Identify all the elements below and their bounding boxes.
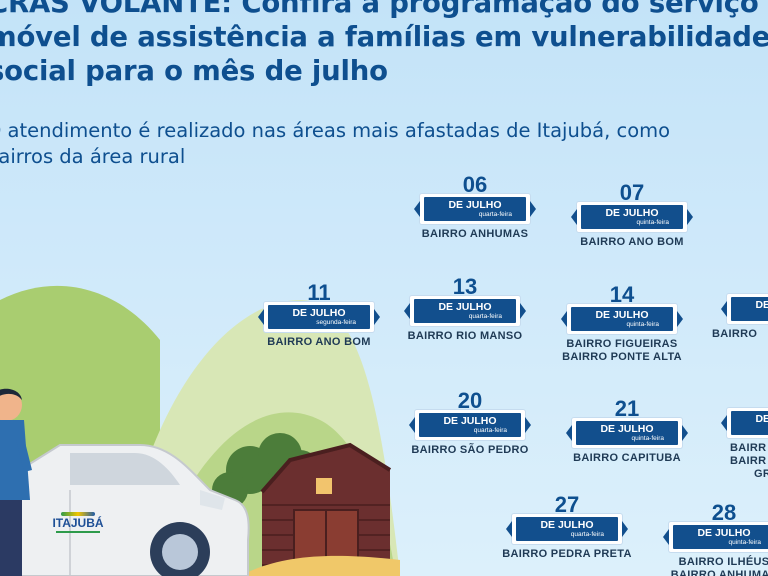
schedule-card: 07 DE JULHO quinta-feira BAIRRO ANO BOM xyxy=(562,182,702,264)
tree-cluster xyxy=(212,433,320,508)
schedule-place: BAIRRO PEDRA PRETA xyxy=(502,548,632,560)
title-line: social para o mês de julho xyxy=(0,55,388,87)
schedule-place: BAIRRO RIO MANSO xyxy=(407,330,523,342)
subtitle-line: O atendimento é realizado nas áreas mais… xyxy=(0,119,671,142)
schedule-day: 14 xyxy=(609,282,635,307)
schedule-place: BAIRRO xyxy=(712,328,758,340)
schedule-month: DE JULHO xyxy=(600,423,654,435)
schedule-place: BAIRRO FIGUEIRAS BAIRRO PONTE ALTA xyxy=(562,338,682,363)
schedule-card: 20 DE JULHO quarta-feira BAIRRO SÃO PEDRO xyxy=(400,390,540,472)
subtitle-line: bairros da área rural xyxy=(0,145,186,168)
schedule-card: 06 DE JULHO quarta-feira BAIRRO ANHUMAS xyxy=(405,174,545,256)
schedule-month: DE JULHO xyxy=(443,415,497,427)
schedule-weekday: quarta-feira xyxy=(570,531,604,538)
cloud-icon xyxy=(218,386,290,414)
hill-mid xyxy=(150,412,395,576)
schedule-day: 13 xyxy=(452,274,478,299)
schedule-month: DE JULHO xyxy=(755,299,768,311)
schedule-month: DE JULHO xyxy=(438,301,492,313)
schedule-day: 06 xyxy=(462,172,488,197)
schedule-day: 27 xyxy=(554,492,580,517)
date-ribbon: DE JULHO quinta-feira xyxy=(571,202,693,232)
schedule-weekday: quinta-feira xyxy=(728,539,761,546)
title-line: CRAS VOLANTE: Confira a programação do s… xyxy=(0,0,759,19)
schedule-day: 11 xyxy=(307,280,331,305)
schedule-weekday: quarta-feira xyxy=(468,313,502,320)
schedule-month: DE JULHO xyxy=(595,309,649,321)
itajuba-logo: ITAJUBÁ xyxy=(52,512,104,536)
barn xyxy=(260,442,392,576)
schedule-weekday: segunda-feira xyxy=(316,319,356,326)
car xyxy=(9,444,250,576)
date-ribbon: DE JULHO quarta-feira xyxy=(404,296,526,326)
schedule-card: 11 DE JULHO segunda-feira BAIRRO ANO BOM xyxy=(249,282,389,364)
schedule-place: BAIRRO ILHÉUS BAIRRO ANHUMAS xyxy=(670,556,768,576)
schedule-card: 14 DE JULHO quinta-feira BAIRRO FIGUEIRAS… xyxy=(552,284,692,366)
schedule-weekday: quarta-feira xyxy=(473,427,507,434)
schedule-card: 21 DE JULHO quinta-feira BAIRRO CAPITUBA xyxy=(557,398,697,480)
schedule-weekday: quinta-feira xyxy=(636,219,669,226)
schedule-weekday: quinta-feira xyxy=(631,435,664,442)
schedule-month: DE JULHO xyxy=(540,519,594,531)
date-ribbon: DE JULHO quinta-feira xyxy=(566,418,688,448)
schedule-day: 20 xyxy=(457,388,483,413)
schedule-weekday: segunda-feira xyxy=(731,425,768,433)
schedule-weekday: quinta-feira xyxy=(626,321,659,328)
schedule-card: 27 DE JULHO quarta-feira BAIRRO PEDRA PRE… xyxy=(497,494,637,576)
cloud-icon xyxy=(70,336,152,367)
page-title: CRAS VOLANTE: Confira a programação do s… xyxy=(0,0,768,88)
date-ribbon: DE JULHO quarta-feira xyxy=(506,514,628,544)
schedule-place: BAIRRO ANHUMAS xyxy=(421,228,529,240)
schedule-place: BAIRRO ANO BOM xyxy=(580,236,684,248)
schedule-month: DE JULHO xyxy=(448,199,502,211)
schedule-month: DE JULHO xyxy=(697,527,751,539)
logo-text: ITAJUBÁ xyxy=(52,516,104,530)
date-ribbon: DE JULHO quinta-feira xyxy=(663,522,768,552)
schedule-month: DE JULHO xyxy=(292,307,346,319)
schedule-weekday: quarta-feira xyxy=(478,211,512,218)
schedule-day: 07 xyxy=(619,180,645,205)
schedule-day: 21 xyxy=(614,396,640,421)
date-ribbon: DE JULHO quinta-feira xyxy=(561,304,683,334)
title-line: móvel de assistência a famílias em vulne… xyxy=(0,21,768,53)
schedule-place: BAIRR BAIRR GR xyxy=(730,442,768,480)
schedule-place: BAIRRO CAPITUBA xyxy=(573,452,681,464)
schedule-month: DE JULHO xyxy=(605,207,659,219)
date-ribbon: DE JULHO quarta-feira xyxy=(409,410,531,440)
schedule-weekday: segunda-feira xyxy=(731,311,768,319)
schedule-day: 28 xyxy=(711,500,737,525)
date-ribbon: DE JULHO quarta-feira xyxy=(414,194,536,224)
schedule-card: 13 DE JULHO quarta-feira BAIRRO RIO MANSO xyxy=(395,276,535,358)
subtitle: O atendimento é realizado nas áreas mais… xyxy=(0,118,768,170)
schedule-place: BAIRRO SÃO PEDRO xyxy=(411,444,529,456)
person-illustration xyxy=(0,388,32,576)
schedule-card: 28 DE JULHO quinta-feira BAIRRO ILHÉUS BAI… xyxy=(654,502,768,576)
schedule-month: DE JULHO xyxy=(755,413,768,425)
schedule-place: BAIRRO ANO BOM xyxy=(267,336,371,348)
